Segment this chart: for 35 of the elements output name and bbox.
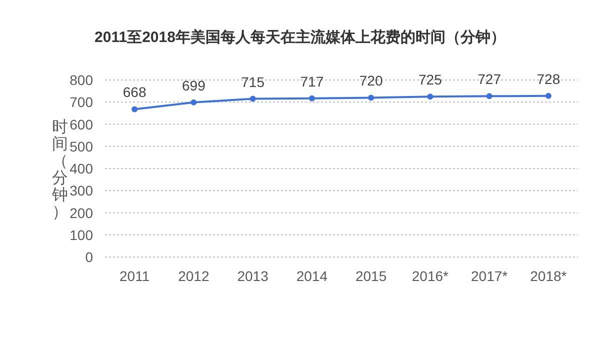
y-tick-label: 300 [70, 182, 94, 199]
data-label: 727 [478, 71, 502, 88]
y-tick-label: 600 [70, 116, 94, 132]
y-tick-label: 200 [70, 204, 94, 221]
x-tick-label: 2017* [471, 268, 508, 284]
x-tick-label: 2013 [237, 268, 269, 284]
point [486, 93, 492, 100]
point [368, 94, 374, 101]
y-tick-label: 800 [70, 72, 94, 88]
point [308, 95, 315, 102]
x-tick-label: 2016* [412, 268, 450, 284]
point [427, 94, 434, 100]
y-tick-label: 0 [85, 249, 94, 265]
y-tick-label: 400 [70, 160, 94, 176]
x-tick-label: 2014 [296, 268, 328, 284]
data-label: 728 [536, 70, 560, 87]
y-tick-label: 100 [70, 226, 94, 243]
data-label: 699 [182, 77, 206, 94]
data-label: 725 [418, 72, 442, 88]
data-label: 715 [241, 74, 265, 90]
data-label: 717 [300, 73, 324, 90]
point [190, 99, 197, 106]
point [132, 106, 138, 112]
data-label: 720 [359, 72, 383, 89]
data-label: 668 [122, 84, 146, 100]
x-tick-label: 2012 [178, 268, 210, 284]
point [250, 96, 256, 102]
y-tick-label: 700 [70, 94, 94, 110]
point [545, 92, 552, 99]
x-tick-label: 2015 [355, 268, 387, 284]
chart-title: 2011至2018年美国每人每天在主流媒体上花费的时间（分钟） [94, 28, 506, 46]
y-axis-title: 时间（分钟） [51, 118, 68, 221]
x-tick-label: 2018* [530, 268, 568, 284]
x-tick-label: 2011 [120, 268, 150, 284]
y-tick-label: 500 [70, 138, 94, 154]
